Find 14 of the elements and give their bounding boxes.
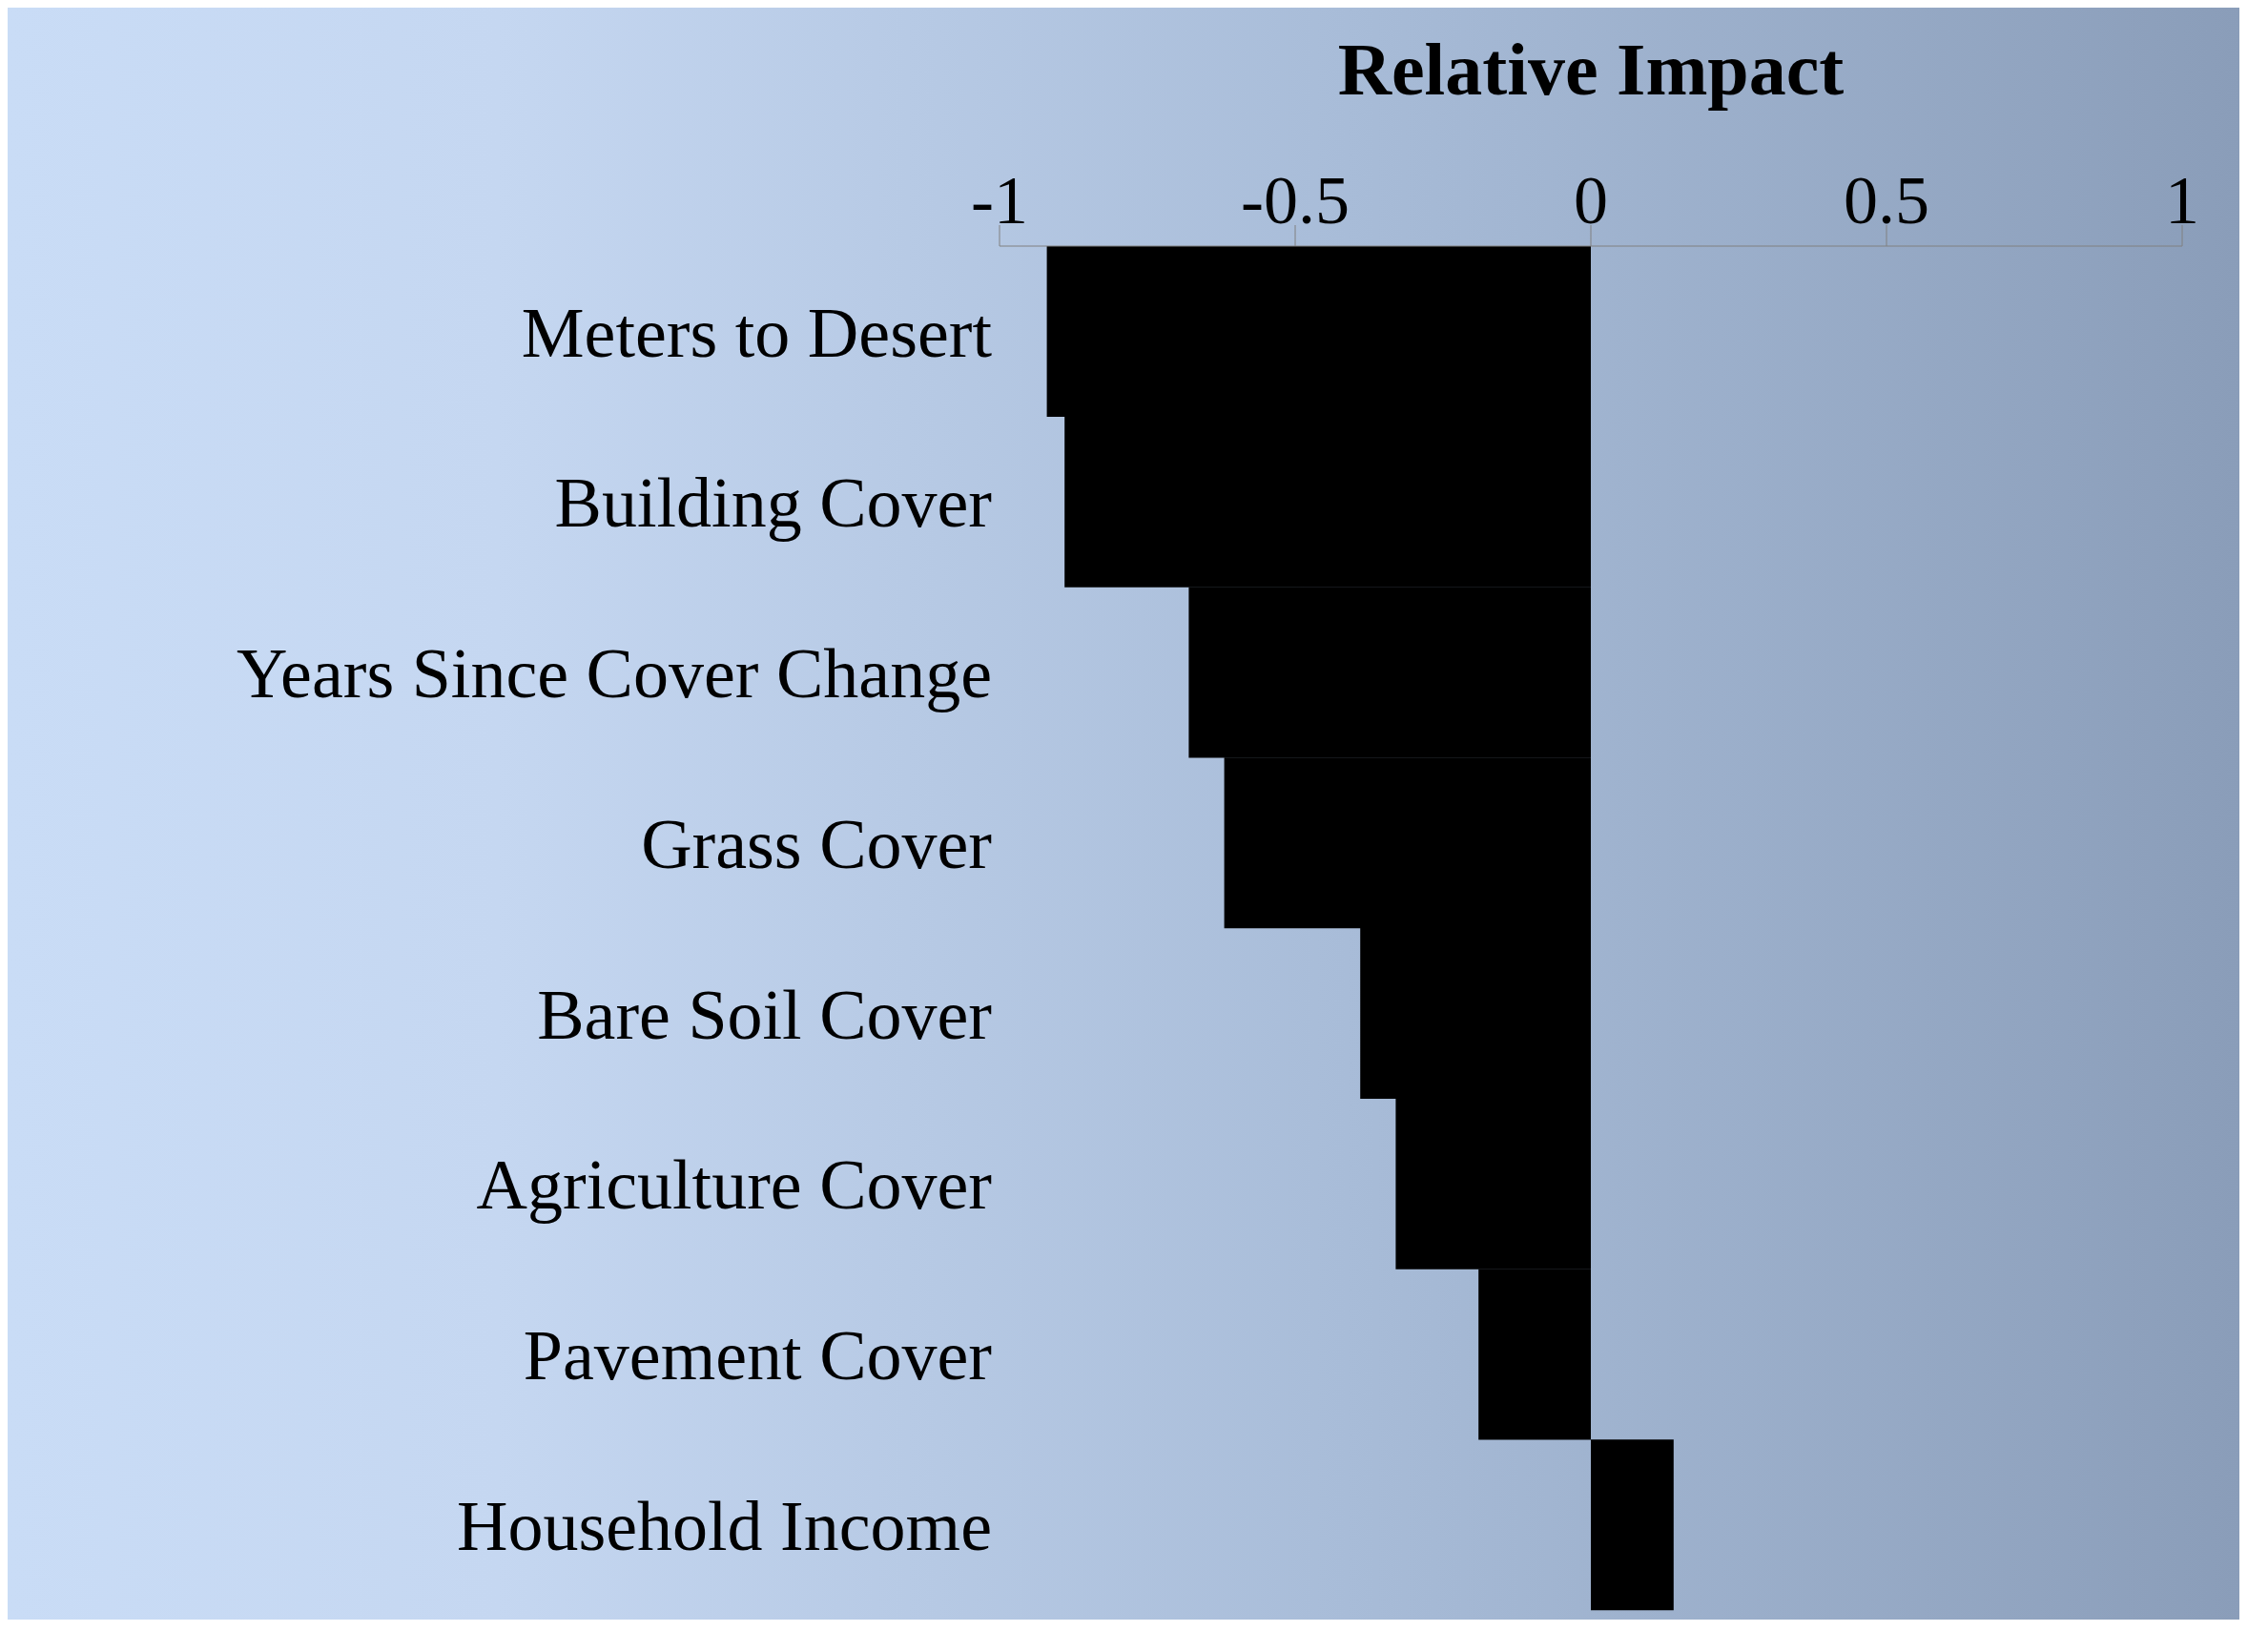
x-tick-label: -0.5 xyxy=(1241,162,1350,238)
y-tick-label: Household Income xyxy=(456,1486,992,1565)
y-tick-label: Pavement Cover xyxy=(523,1316,992,1395)
x-tick-label: 0 xyxy=(1574,162,1608,238)
y-tick-label: Building Cover xyxy=(554,464,992,543)
y-tick-label: Grass Cover xyxy=(641,804,992,883)
x-tick-label: 1 xyxy=(2165,162,2199,238)
y-tick-label: Bare Soil Cover xyxy=(537,975,992,1054)
y-tick-label: Years Since Cover Change xyxy=(237,634,992,713)
x-tick-label: 0.5 xyxy=(1844,162,1929,238)
x-tick-label: -1 xyxy=(971,162,1028,238)
y-tick-label: Agriculture Cover xyxy=(476,1146,992,1225)
y-tick-label: Meters to Desert xyxy=(521,293,993,372)
x-axis-title: Relative Impact xyxy=(1336,27,1845,113)
